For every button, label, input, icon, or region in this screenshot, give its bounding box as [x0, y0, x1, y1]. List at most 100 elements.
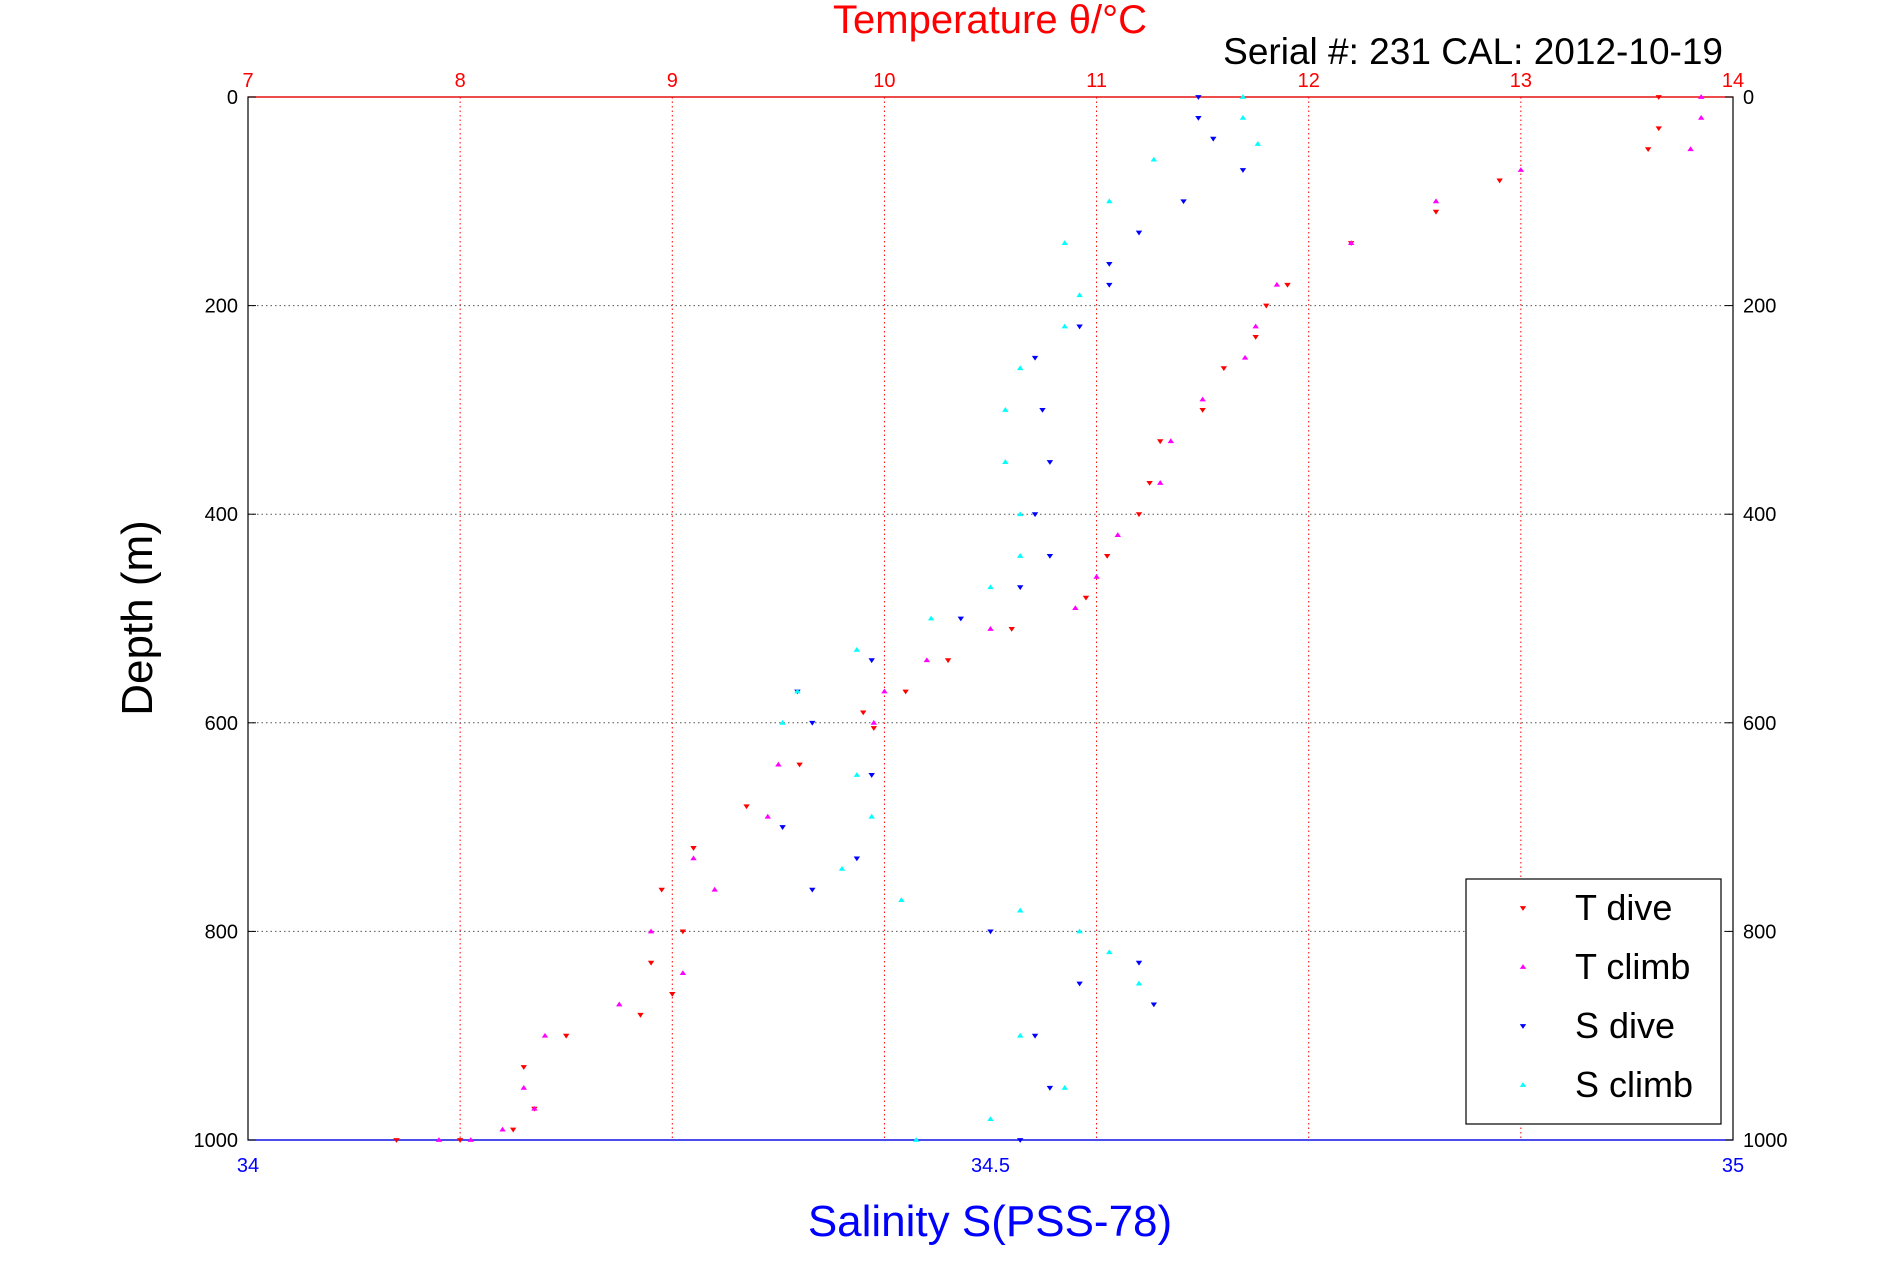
depth-tick-label-right: 800	[1743, 921, 1776, 943]
data-point	[467, 1137, 474, 1142]
data-point	[1002, 407, 1009, 412]
data-point	[1150, 1002, 1158, 1008]
data-point	[1195, 115, 1202, 121]
data-point	[1046, 460, 1054, 465]
legend-marker	[1519, 1082, 1527, 1087]
depth-tick-label-left: 0	[227, 87, 238, 109]
data-point	[520, 1084, 527, 1090]
data-point	[870, 726, 878, 731]
data-point	[1167, 438, 1175, 444]
data-point	[1199, 407, 1206, 413]
data-series	[393, 94, 1705, 1143]
y-axis-title: Depth (m)	[113, 520, 162, 716]
data-point	[509, 1127, 517, 1133]
data-point	[393, 1138, 400, 1143]
depth-tick-label-right: 400	[1743, 504, 1776, 526]
data-point	[1195, 95, 1202, 100]
data-point	[1017, 553, 1024, 558]
legend-marker	[1519, 1024, 1527, 1029]
data-point	[531, 1105, 538, 1111]
data-point	[838, 865, 846, 871]
data-point	[1072, 605, 1079, 610]
data-point	[860, 710, 867, 716]
data-point	[913, 1137, 920, 1142]
data-point	[1106, 282, 1113, 288]
data-point	[1031, 355, 1039, 361]
data-point	[853, 856, 861, 862]
data-point	[1061, 323, 1068, 329]
data-point	[1241, 354, 1249, 360]
axis-ticks: 7 8 9 10 11 12 13 14 34 34.5 35 0 0 200 200 400 400 600 60…	[194, 70, 1788, 1177]
depth-tick-label-right: 600	[1743, 713, 1776, 735]
data-point	[1046, 1085, 1054, 1091]
data-point	[1076, 324, 1083, 330]
data-point	[796, 762, 803, 768]
data-point	[1031, 512, 1039, 518]
data-point	[1031, 1033, 1039, 1039]
data-point	[868, 813, 875, 819]
data-point	[1239, 114, 1247, 120]
data-point	[1210, 136, 1217, 142]
data-point	[1076, 292, 1083, 298]
salinity-tick-label: 34	[237, 1155, 259, 1177]
chart-title: Temperature θ/°C	[833, 0, 1147, 42]
depth-tick-label-left: 400	[205, 504, 238, 526]
data-point	[1644, 147, 1652, 153]
legend-marker	[1519, 906, 1527, 911]
data-point	[658, 887, 665, 893]
data-point	[1002, 459, 1009, 464]
salinity-tick-label: 34.5	[971, 1155, 1010, 1177]
data-point	[853, 772, 861, 777]
data-point	[1180, 199, 1187, 205]
data-point	[1254, 141, 1261, 146]
temperature-tick-label: 11	[1086, 70, 1107, 92]
data-point	[1252, 323, 1259, 329]
data-point	[711, 886, 718, 892]
data-point	[1093, 573, 1100, 579]
data-point	[923, 657, 931, 663]
data-point	[1273, 281, 1281, 287]
data-point	[987, 626, 994, 631]
data-point	[1017, 1138, 1024, 1143]
series-t-climb	[435, 94, 1705, 1142]
data-point	[1347, 240, 1355, 245]
data-point	[1076, 928, 1083, 934]
temperature-tick-label: 7	[242, 70, 253, 92]
data-point	[1106, 261, 1113, 267]
data-point	[1687, 146, 1694, 152]
data-point	[1157, 439, 1164, 445]
data-point	[520, 1065, 527, 1070]
data-point	[1017, 1032, 1024, 1038]
legend-label: T dive	[1575, 887, 1672, 928]
data-point	[541, 1032, 549, 1038]
data-point	[927, 615, 935, 621]
legend-box	[1465, 878, 1722, 1125]
data-point	[853, 646, 861, 652]
data-point	[1263, 303, 1270, 309]
data-point	[1039, 407, 1046, 413]
data-point	[1239, 94, 1247, 99]
series-s-dive	[779, 95, 1247, 1143]
chart-subtitle: Serial #: 231 CAL: 2012-10-19	[1223, 31, 1723, 72]
x-axis-title: Salinity S(PSS-78)	[808, 1197, 1172, 1246]
data-point	[690, 846, 697, 851]
series-t-dive	[393, 95, 1662, 1143]
data-point	[944, 658, 952, 664]
data-point	[868, 658, 875, 664]
depth-tick-label-right: 200	[1743, 296, 1776, 318]
data-point	[1135, 960, 1143, 966]
data-point	[1106, 198, 1113, 204]
data-point	[779, 719, 786, 725]
data-point	[881, 688, 888, 694]
data-point	[647, 960, 655, 966]
data-point	[868, 773, 875, 778]
legend-label: S climb	[1575, 1064, 1693, 1105]
depth-tick-label-left: 800	[205, 921, 238, 943]
depth-tick-label-left: 600	[205, 713, 238, 735]
data-point	[775, 761, 782, 767]
data-point	[1239, 168, 1247, 173]
data-point	[679, 970, 687, 976]
data-point	[1146, 480, 1153, 486]
data-point	[647, 928, 655, 934]
